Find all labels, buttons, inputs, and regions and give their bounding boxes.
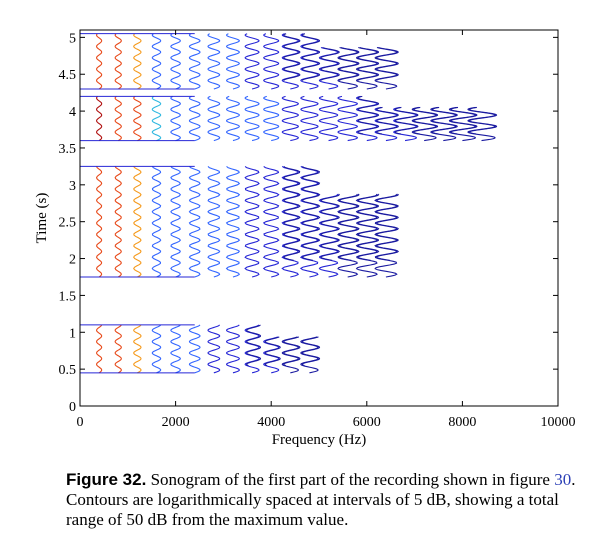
contour-harmonic-2-2 <box>114 95 122 142</box>
contour-harmonic-2-18 <box>413 106 439 135</box>
contour-harmonic-2-12 <box>300 95 319 142</box>
contour-harmonic-2-13 <box>318 95 339 142</box>
y-tick-label: 1 <box>69 326 76 341</box>
x-tick-label: 6000 <box>353 415 381 430</box>
contour-harmonic-0-1 <box>96 324 103 374</box>
figure-caption: Figure 32. Sonogram of the first part of… <box>66 470 586 530</box>
contour-harmonic-2-11 <box>281 95 300 142</box>
contour-harmonic-3-1 <box>96 33 103 90</box>
contour-harmonic-0-10 <box>264 336 281 367</box>
contour-harmonic-2-1 <box>96 95 103 142</box>
contour-harmonic-3-4 <box>151 33 162 90</box>
x-axis-title: Frequency (Hz) <box>272 432 367 448</box>
y-tick-label: 1.5 <box>59 289 77 304</box>
contour-harmonic-3-5 <box>170 33 181 90</box>
contour-harmonic-0-3 <box>133 324 142 374</box>
contour-harmonic-2-6 <box>188 95 201 142</box>
contour-harmonic-3-10 <box>263 33 280 90</box>
contour-harmonic-1-15 <box>357 193 380 261</box>
contour-harmonic-2-10 <box>263 95 280 142</box>
contour-harmonic-2-14 <box>337 95 359 142</box>
contour-harmonic-1-11 <box>282 165 301 261</box>
y-tick-label: 0.5 <box>59 363 77 378</box>
contour-harmonic-0-7 <box>207 324 221 374</box>
contour-harmonic-1-2 <box>114 166 122 278</box>
contour-harmonic-3-11 <box>283 33 301 81</box>
contour-harmonic-2-21 <box>468 106 498 135</box>
x-tick-label: 4000 <box>257 415 285 430</box>
contour-harmonic-3-6 <box>188 33 201 90</box>
contour-harmonic-2-5 <box>170 95 181 142</box>
contour-harmonic-0-11 <box>283 336 301 367</box>
contour-harmonic-2-9 <box>244 95 260 142</box>
caption-label: Figure 32. <box>66 470 147 489</box>
contour-harmonic-2-19 <box>431 106 458 135</box>
caption-text-2: . Contours are logarithmically spaced at… <box>66 470 576 529</box>
contour-harmonic-1-12 <box>301 165 321 261</box>
contour-harmonic-1-5 <box>170 166 182 278</box>
y-tick-label: 3 <box>69 179 76 194</box>
contour-harmonic-1-4 <box>151 166 162 278</box>
contour-harmonic-0-5 <box>170 324 181 374</box>
contour-harmonic-3-9 <box>244 33 260 90</box>
y-axis-ticks: 0 0.5 1 1.5 2 2.5 3 3.5 4 4.5 5 <box>59 31 558 415</box>
y-tick-label: 3.5 <box>59 142 77 157</box>
contour-harmonic-1-16 <box>375 193 400 261</box>
contour-harmonic-2-17 <box>394 106 419 135</box>
x-axis-ticks: 0 2000 4000 6000 8000 10000 <box>77 30 576 430</box>
y-tick-label: 5 <box>69 31 76 46</box>
contour-harmonic-3-14 <box>338 46 360 81</box>
contour-harmonic-2-3 <box>133 95 142 142</box>
sonogram-figure: 0 2000 4000 6000 8000 10000 0 0.5 1 1.5 2 2.5 3 3.5 4… <box>34 29 576 448</box>
caption-text-1: Sonogram of the first part of the record… <box>146 470 555 489</box>
plot-frame <box>79 29 559 407</box>
contour-harmonic-1-3 <box>133 166 142 278</box>
x-tick-label: 8000 <box>448 415 476 430</box>
contour-harmonic-0-2 <box>114 324 122 374</box>
contour-harmonic-0-4 <box>151 324 162 374</box>
contour-harmonic-2-4 <box>151 95 162 142</box>
contour-harmonic-1-7 <box>207 165 221 278</box>
contour-layer <box>80 33 498 374</box>
contour-harmonic-3-12 <box>301 33 321 81</box>
contour-harmonic-0-6 <box>188 324 201 374</box>
contour-harmonic-1-10 <box>262 165 280 278</box>
y-tick-label: 2.5 <box>59 216 77 231</box>
contour-harmonic-3-8 <box>225 33 241 90</box>
contour-harmonic-1-13 <box>320 193 340 261</box>
y-tick-label: 0 <box>69 400 76 415</box>
contour-harmonic-1-9 <box>244 165 260 278</box>
contour-harmonic-3-16 <box>375 46 399 81</box>
contour-harmonic-1-14 <box>338 193 360 261</box>
contour-harmonic-0-9 <box>246 324 262 367</box>
contour-harmonic-1-8 <box>225 165 241 278</box>
contour-harmonic-0-12 <box>301 336 321 367</box>
contour-harmonic-1-6 <box>188 166 201 278</box>
x-tick-label: 10000 <box>541 415 576 430</box>
y-tick-label: 4 <box>69 105 76 120</box>
x-tick-label: 2000 <box>162 415 190 430</box>
contour-harmonic-2-15 <box>357 95 380 135</box>
contour-harmonic-1-1 <box>95 166 103 278</box>
y-tick-label: 2 <box>69 253 76 268</box>
y-axis-title: Time (s) <box>34 193 50 244</box>
contour-harmonic-3-7 <box>207 33 221 90</box>
contour-harmonic-2-20 <box>450 106 478 135</box>
contour-harmonic-0-8 <box>225 324 240 374</box>
figure-reference-link[interactable]: 30 <box>554 470 572 489</box>
contour-harmonic-3-2 <box>114 33 122 90</box>
x-tick-label: 0 <box>77 415 84 430</box>
contour-harmonic-3-13 <box>320 46 340 81</box>
y-tick-label: 4.5 <box>59 68 77 83</box>
contour-harmonic-3-15 <box>357 46 380 81</box>
contour-harmonic-2-16 <box>376 106 399 135</box>
contour-harmonic-2-8 <box>225 95 240 142</box>
contour-harmonic-2-7 <box>207 95 221 142</box>
contour-harmonic-3-3 <box>133 33 142 90</box>
